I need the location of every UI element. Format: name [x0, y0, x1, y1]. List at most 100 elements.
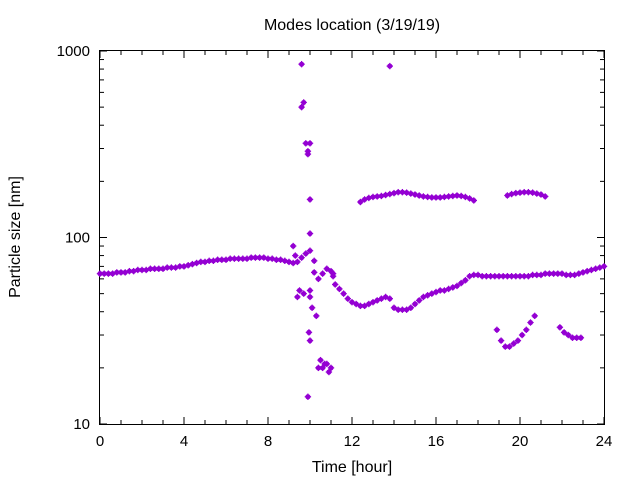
series-upper-mode-2 — [504, 188, 549, 200]
data-point — [497, 337, 505, 344]
y-axis-ticks: 10 100 1000 — [57, 43, 604, 433]
data-point — [317, 356, 324, 364]
data-point — [305, 329, 313, 336]
y-tick-label: 100 — [65, 230, 90, 247]
data-point — [308, 304, 316, 311]
data-point — [300, 99, 307, 106]
data-point — [306, 140, 314, 147]
data-point — [256, 254, 263, 261]
data-point — [304, 393, 312, 400]
data-point — [514, 337, 522, 344]
data-point — [311, 257, 318, 265]
data-point — [537, 191, 545, 198]
data-point — [458, 279, 465, 287]
y-axis-label: Particle size [nm] — [7, 176, 24, 298]
data-point — [521, 188, 528, 196]
data-point — [311, 269, 318, 276]
data-point — [298, 60, 305, 68]
data-point — [306, 287, 314, 294]
data-point — [386, 295, 393, 302]
x-tick-label: 24 — [596, 433, 613, 450]
data-point — [325, 368, 333, 376]
data-point — [502, 343, 509, 350]
data-point — [462, 277, 469, 284]
data-point — [403, 306, 410, 313]
data-point — [556, 324, 564, 331]
data-point — [336, 285, 343, 293]
data-point — [300, 290, 307, 297]
data-point — [294, 293, 301, 301]
x-tick-label: 8 — [264, 433, 272, 450]
data-point — [407, 304, 414, 311]
data-points — [96, 60, 608, 400]
data-point — [315, 275, 322, 283]
data-point — [332, 281, 339, 288]
x-tick-label: 20 — [512, 433, 529, 450]
data-point — [306, 247, 314, 254]
series-scattered-points — [290, 60, 393, 376]
data-point — [294, 258, 301, 266]
data-point — [466, 195, 473, 202]
data-point — [197, 258, 204, 266]
data-point — [315, 364, 322, 372]
data-point — [527, 319, 534, 326]
series-isolated-low — [304, 287, 314, 400]
data-point — [374, 297, 381, 304]
data-point — [319, 364, 326, 372]
data-point — [113, 269, 120, 276]
data-point — [560, 329, 568, 336]
data-point — [306, 196, 314, 203]
data-point — [292, 252, 299, 259]
data-point — [138, 266, 146, 274]
data-point — [327, 364, 335, 372]
data-point — [470, 197, 477, 204]
data-point — [302, 140, 309, 147]
x-axis-label: Time [hour] — [312, 459, 392, 476]
series-main-mode — [96, 247, 608, 313]
data-point — [151, 265, 158, 272]
data-point — [518, 331, 526, 339]
x-axis-ticks: 0 4 8 12 16 20 24 — [96, 51, 613, 450]
data-point — [531, 312, 538, 320]
data-point — [313, 312, 320, 320]
data-point — [411, 300, 419, 308]
data-point — [340, 290, 347, 297]
data-point — [449, 192, 456, 200]
x-tick-label: 0 — [96, 433, 104, 450]
data-point — [357, 198, 364, 206]
data-point — [319, 270, 326, 277]
x-tick-label: 16 — [428, 433, 445, 450]
data-point — [374, 193, 381, 200]
data-point — [298, 254, 305, 261]
data-point — [550, 270, 557, 277]
data-point — [416, 297, 423, 304]
x-tick-label: 4 — [180, 433, 188, 450]
data-point — [248, 254, 255, 261]
data-point — [577, 334, 585, 341]
data-point — [508, 273, 515, 280]
series-lower-mode-2 — [556, 324, 585, 341]
chart-title: Modes location (3/19/19) — [264, 17, 440, 34]
data-point — [264, 255, 272, 262]
data-point — [329, 273, 337, 280]
data-point — [441, 193, 448, 201]
data-point — [298, 103, 305, 111]
data-point — [390, 304, 398, 311]
data-point — [510, 340, 517, 347]
data-point — [395, 306, 402, 313]
data-point — [323, 360, 330, 368]
data-point — [516, 189, 524, 196]
data-point — [453, 282, 461, 290]
data-point — [523, 326, 530, 333]
data-point — [506, 343, 513, 350]
data-point — [214, 256, 221, 263]
data-point — [306, 293, 314, 301]
data-point — [569, 334, 576, 341]
series-lower-mode-1 — [493, 312, 538, 350]
data-point — [302, 250, 309, 257]
data-point — [542, 193, 549, 200]
y-tick-label: 1000 — [57, 43, 90, 60]
data-point — [235, 255, 242, 262]
plot-frame — [99, 50, 605, 425]
